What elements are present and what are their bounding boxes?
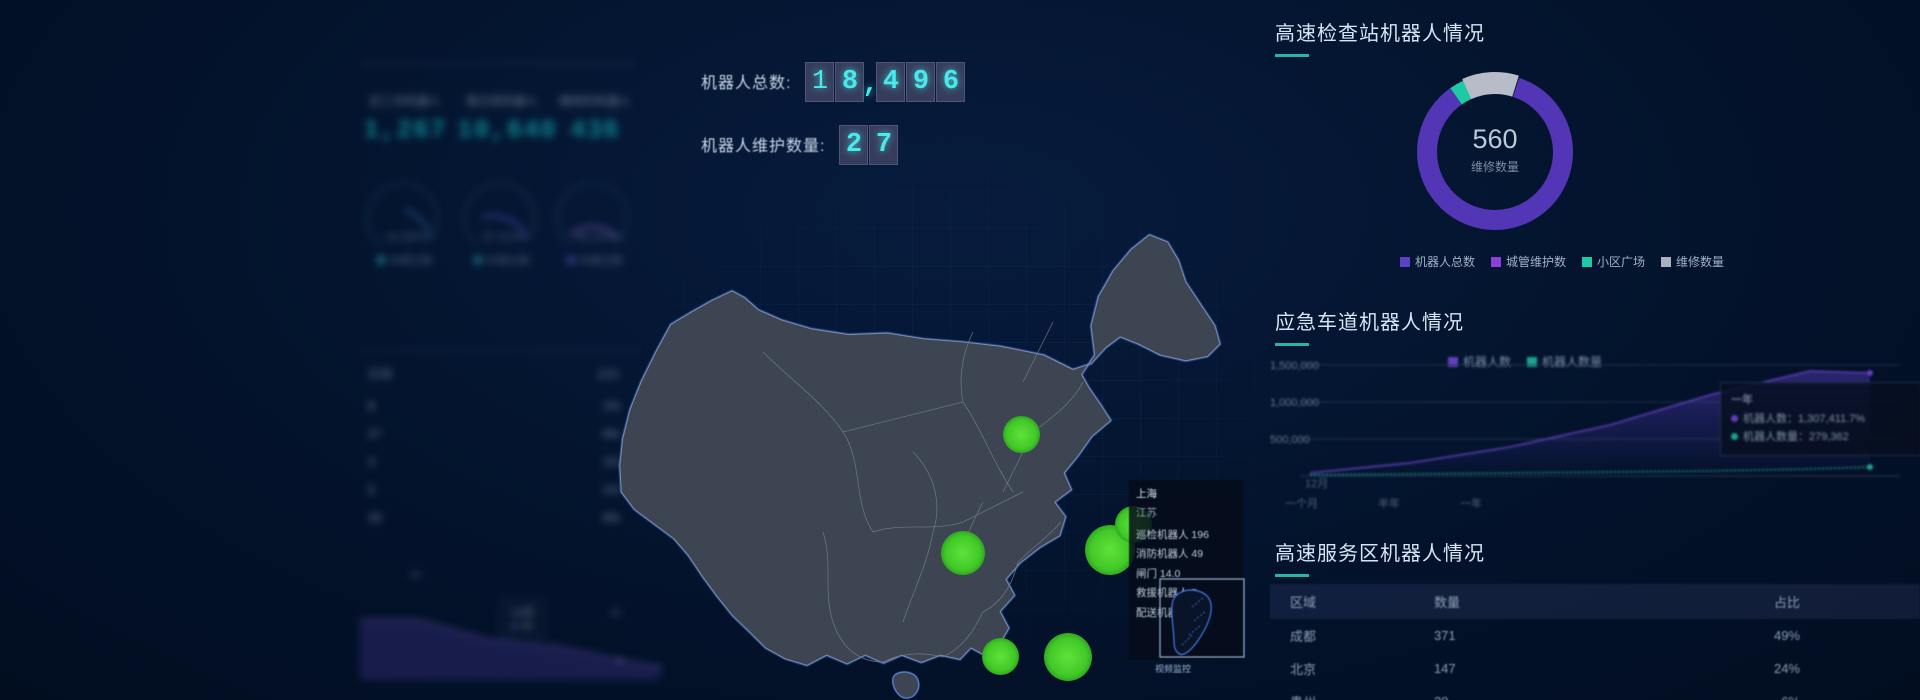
svg-text:1,500,000: 1,500,000 (1270, 360, 1319, 372)
svg-text:维修数量: 维修数量 (1471, 159, 1519, 174)
svg-text:560: 560 (1472, 124, 1517, 154)
svg-text:500,000: 500,000 (1270, 434, 1310, 446)
svg-text:1,000,000: 1,000,000 (1270, 397, 1319, 409)
